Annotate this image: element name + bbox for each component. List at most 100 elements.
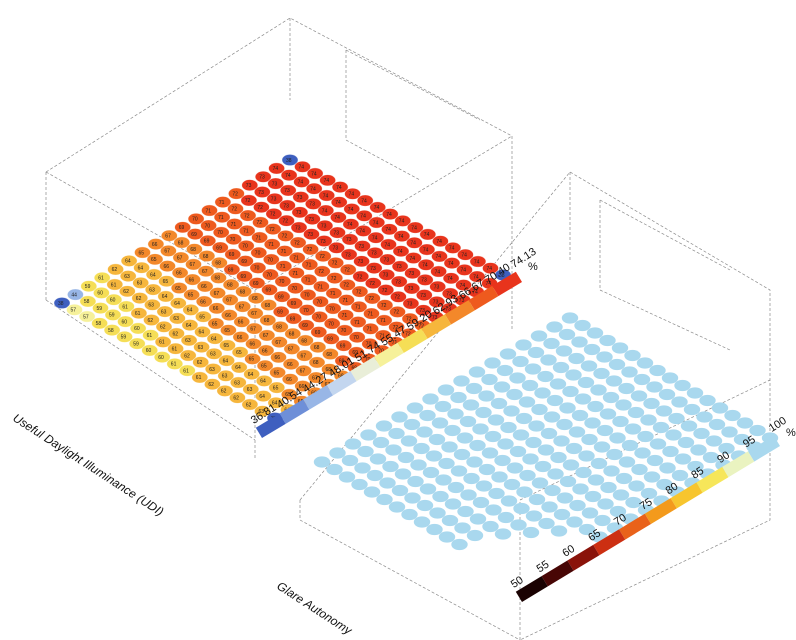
glare-sensor-point <box>612 415 629 428</box>
udi-sensor-point <box>403 282 421 295</box>
udi-sensor-value: 69 <box>339 359 345 365</box>
udi-sensor-value: 62 <box>136 296 142 302</box>
glare-sensor-point <box>484 357 501 369</box>
udi-sensor-value: 62 <box>221 389 227 395</box>
udi-sensor-value: 61 <box>172 347 178 353</box>
udi-sensor-point <box>265 207 283 220</box>
udi-sensor-value: 68 <box>313 360 319 366</box>
glare-sensor-point <box>447 481 465 494</box>
udi-sensor-point <box>404 267 421 280</box>
udi-sensor-value: 67 <box>214 291 220 297</box>
udi-sensor-value: 58 <box>96 321 102 327</box>
udi-sensor-value: 70 <box>328 321 334 327</box>
udi-sensor-point <box>330 196 348 209</box>
udi-sensor-point <box>253 201 270 214</box>
udi-sensor-point <box>224 248 242 261</box>
udi-sensor-value: 73 <box>346 237 352 243</box>
udi-sensor-value: 57 <box>83 314 89 320</box>
udi-sensor-value: 74 <box>323 193 329 199</box>
udi-sensor-value: 66 <box>176 271 182 277</box>
udi-sensor-value: 67 <box>251 311 257 317</box>
udi-sensor-value: 74 <box>436 254 442 260</box>
udi-sensor-point <box>153 351 171 363</box>
udi-sensor-value: 69 <box>302 323 308 329</box>
udi-sensor-value: 65 <box>285 392 291 398</box>
udi-sensor-value: 74 <box>423 247 429 253</box>
udi-sensor-point <box>455 279 472 291</box>
udi-sensor-value: 74 <box>372 236 378 242</box>
glare-sensor-point <box>583 343 601 356</box>
udi-sensor-point <box>144 298 161 311</box>
udi-sensor-value: 68 <box>215 276 221 282</box>
glare-sensor-point <box>618 456 636 468</box>
udi-sensor-point <box>279 184 297 197</box>
glare-sensor-point <box>385 444 402 456</box>
udi-sensor-point <box>268 162 285 175</box>
glare-legend-tick-label: 70 <box>612 512 629 529</box>
udi-sensor-point <box>273 290 291 303</box>
udi-sensor-value: 66 <box>189 277 195 283</box>
udi-sensor-point <box>406 236 423 249</box>
udi-sensor-point <box>282 358 300 370</box>
udi-sensor-point <box>468 270 486 283</box>
udi-sensor-value: 74 <box>336 185 342 191</box>
udi-sensor-point <box>216 384 234 397</box>
udi-title: Useful Daylight Illuminance (UDI) <box>10 411 166 519</box>
glare-sensor-point <box>705 435 723 447</box>
udi-sensor-point <box>318 189 336 202</box>
udi-sensor-point <box>314 250 332 263</box>
udi-sensor-value: 71 <box>256 235 262 241</box>
udi-sensor-value: 63 <box>222 374 228 380</box>
glare-sensor-point <box>482 520 499 533</box>
glare-legend-tick-label: 65 <box>586 527 603 544</box>
udi-sensor-point <box>444 241 462 254</box>
glare-sensor-point <box>403 418 421 431</box>
glare-sensor-point <box>547 468 564 480</box>
udi-sensor-value: 63 <box>173 316 179 322</box>
glare-legend-tick-label: 90 <box>715 449 732 466</box>
udi-sensor-point <box>248 277 266 289</box>
udi-sensor-value: 73 <box>371 251 377 257</box>
udi-sensor-point <box>209 287 226 299</box>
glare-sensor-point <box>546 394 564 407</box>
udi-sensor-value: 74 <box>474 259 480 265</box>
glare-sensor-point <box>525 436 542 449</box>
udi-sensor-value: 74 <box>334 215 340 221</box>
glare-sensor-point <box>391 484 409 497</box>
glare-sensor-point <box>456 432 474 444</box>
udi-sensor-point <box>289 236 307 249</box>
glare-sensor-point <box>313 456 331 468</box>
glare-sensor-point <box>429 507 446 519</box>
glare-sensor-point <box>481 373 498 386</box>
glare-sensor-point <box>422 393 439 405</box>
glare-sensor-point <box>441 514 459 527</box>
udi-sensor-point <box>364 277 382 290</box>
glare-sensor-point <box>531 477 549 489</box>
udi-sensor-value: 66 <box>225 313 231 319</box>
udi-sensor-point <box>208 302 226 315</box>
glare-sensor-point <box>603 465 620 477</box>
udi-sensor-value: 62 <box>246 402 252 408</box>
udi-sensor-value: 38 <box>286 158 292 164</box>
glare-sensor-point <box>478 463 496 476</box>
udi-sensor-value: 72 <box>232 207 238 213</box>
udi-sensor-value: 73 <box>284 188 290 194</box>
glare-sensor-point <box>721 426 738 438</box>
udi-sensor-point <box>352 270 370 283</box>
glare-sensor-point <box>488 487 505 500</box>
udi-sensor-point <box>378 268 396 281</box>
udi-sensor-value: 60 <box>97 291 103 297</box>
glare-sensor-point <box>469 513 487 525</box>
glare-sensor-point <box>749 424 766 437</box>
udi-sensor-value: 73 <box>358 259 364 265</box>
udi-sensor-value: 74 <box>486 281 492 287</box>
glare-sensor-point <box>662 445 679 458</box>
glare-sensor-point <box>419 409 436 422</box>
udi-sensor-point <box>245 337 262 350</box>
glare-legend-tick-label: 80 <box>664 480 681 497</box>
glare-legend-tick-label: 85 <box>689 465 706 482</box>
glare-sensor-point <box>506 388 523 401</box>
udi-sensor-value: 74 <box>349 192 355 198</box>
udi-sensor-point <box>369 201 387 214</box>
glare-sensor-point <box>478 390 495 402</box>
